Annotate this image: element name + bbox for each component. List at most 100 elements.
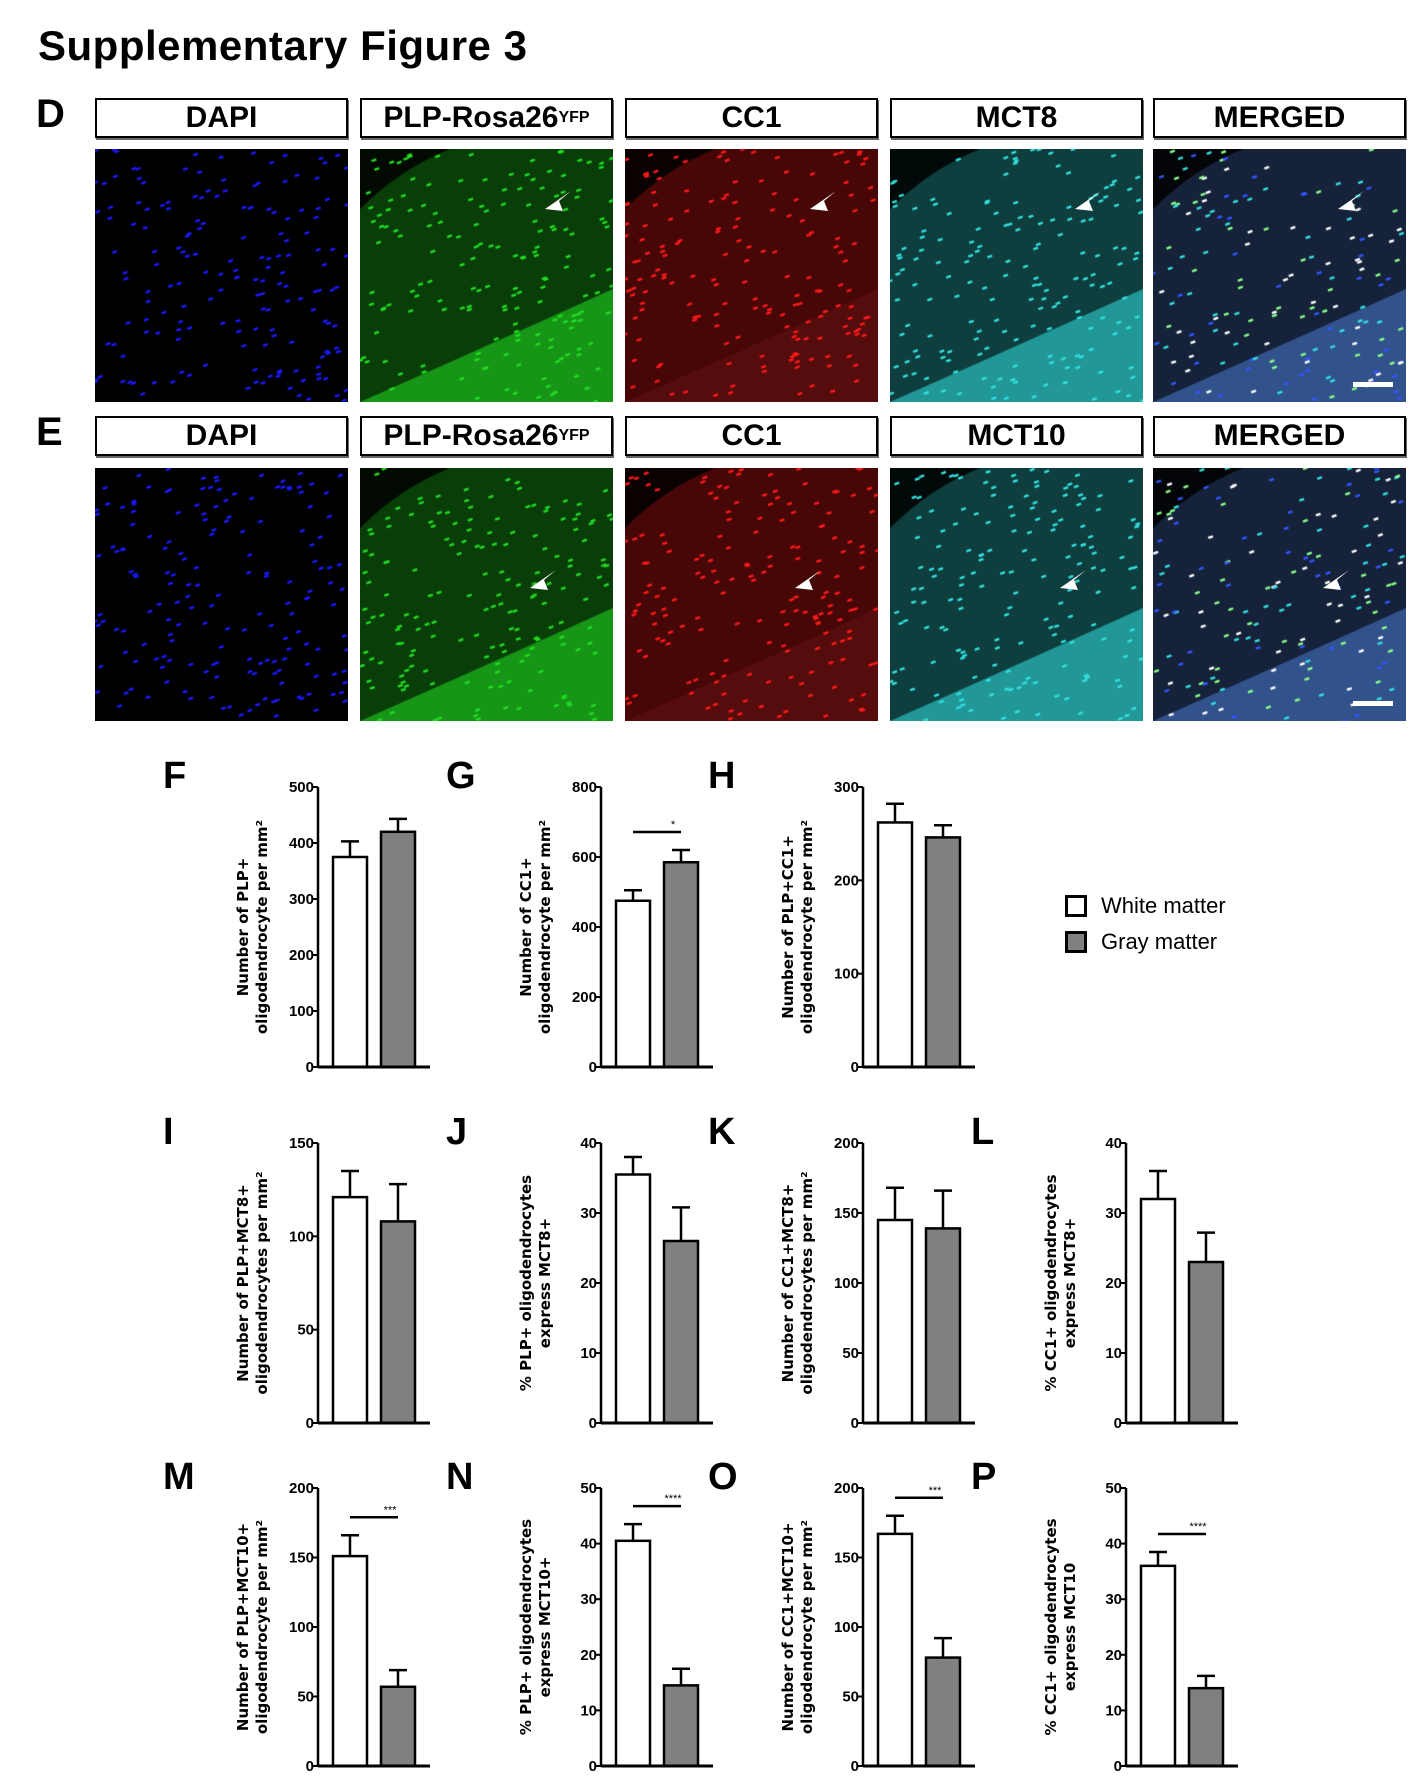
channel-header-label: MCT10	[967, 419, 1066, 452]
y-tick-label: 0	[851, 1059, 859, 1076]
channel-header: MERGED	[1153, 416, 1406, 456]
bar-chart-P: 0 10 20 30 40 50 % CC1+ oligodendrocytes expres…	[1042, 1480, 1238, 1775]
y-tick-label: 150	[289, 1135, 314, 1152]
y-tick-label: 30	[1105, 1591, 1122, 1608]
y-axis-label: express MCT10	[1061, 1563, 1079, 1691]
channel-header-label: DAPI	[185, 419, 258, 452]
y-axis-label: Number of CC1+	[517, 857, 535, 996]
significance-marker: *	[671, 819, 676, 831]
y-tick-label: 10	[1105, 1702, 1122, 1719]
panel-label: K	[708, 1111, 736, 1153]
legend: White matter Gray matter	[1065, 888, 1226, 960]
bar-chart-N: 0 10 20 30 40 50 % PLP+ oligodendrocytes expres…	[517, 1480, 713, 1775]
y-tick-label: 600	[572, 849, 597, 866]
y-axis-label: Number of CC1+MCT8+	[779, 1184, 797, 1383]
y-tick-label: 0	[589, 1059, 597, 1076]
y-tick-label: 200	[834, 872, 859, 889]
y-tick-label: 150	[289, 1550, 314, 1567]
y-axis-label: Number of PLP+	[234, 858, 252, 997]
legend-label: Gray matter	[1101, 929, 1218, 954]
y-tick-label: 40	[580, 1536, 597, 1553]
y-tick-label: 50	[297, 1322, 314, 1339]
y-tick-label: 20	[580, 1275, 597, 1292]
scale-bar	[1353, 701, 1393, 706]
y-tick-label: 500	[289, 779, 314, 796]
bar-gray-matter	[379, 1220, 417, 1425]
y-tick-label: 20	[580, 1647, 597, 1664]
legend-swatch	[1065, 931, 1087, 953]
bar-white-matter	[1139, 1197, 1177, 1425]
legend-label: White matter	[1101, 893, 1226, 918]
arrowhead-icon	[1060, 570, 1086, 590]
channel-header-label: PLP-Rosa26	[383, 419, 559, 452]
y-tick-label: 200	[289, 947, 314, 964]
micrograph	[95, 468, 348, 721]
y-axis-label: Number of PLP+MCT8+	[234, 1184, 252, 1382]
panel-label: G	[446, 755, 476, 797]
y-tick-label: 10	[580, 1702, 597, 1719]
micrograph	[625, 468, 878, 721]
channel-header-label: MCT8	[975, 101, 1058, 134]
bar-chart-H: 0 100 200 300 Number of PLP+CC1+ oligodendroc…	[779, 779, 975, 1076]
y-axis-label: Number of CC1+MCT10+	[779, 1522, 797, 1731]
panel-label: L	[971, 1111, 995, 1153]
y-tick-label: 30	[580, 1591, 597, 1608]
bar-white-matter	[331, 1195, 369, 1425]
bar-chart-I: 0 50 100 150 Number of PLP+MCT8+ oligodendroc…	[234, 1135, 430, 1432]
arrowhead-icon	[1338, 191, 1364, 211]
panel-label: D	[36, 92, 65, 136]
channel-header: DAPI	[95, 416, 348, 456]
micrograph	[1153, 468, 1406, 721]
y-tick-label: 200	[834, 1135, 859, 1152]
y-tick-label: 100	[834, 1275, 859, 1292]
channel-header: PLP-Rosa26 YFP	[360, 416, 613, 456]
channel-header: CC1	[625, 98, 878, 138]
y-tick-label: 0	[306, 1059, 314, 1076]
channel-header: PLP-Rosa26 YFP	[360, 98, 613, 138]
y-tick-label: 200	[572, 989, 597, 1006]
y-axis-label: Number of PLP+CC1+	[779, 835, 797, 1019]
bar-white-matter	[1139, 1564, 1177, 1768]
y-tick-label: 200	[289, 1480, 314, 1497]
y-tick-label: 800	[572, 779, 597, 796]
superscript: YFP	[558, 109, 590, 126]
channel-header-label: CC1	[721, 419, 782, 452]
bar-chart-M: 0 50 100 150 200 Number of PLP+MCT10+ oligoden…	[234, 1480, 430, 1775]
micrograph	[890, 468, 1143, 721]
bar-white-matter	[614, 899, 652, 1069]
panel-label: E	[36, 410, 63, 454]
y-tick-label: 40	[1105, 1536, 1122, 1553]
bar-chart-L: 0 10 20 30 40 % CC1+ oligodendrocytes express …	[1042, 1135, 1238, 1432]
y-tick-label: 30	[1105, 1205, 1122, 1222]
bar-gray-matter	[1187, 1260, 1225, 1425]
arrowhead-icon	[810, 191, 836, 211]
panel-label: H	[708, 755, 736, 797]
y-tick-label: 50	[842, 1689, 859, 1706]
y-tick-label: 20	[1105, 1647, 1122, 1664]
bar-white-matter	[614, 1173, 652, 1425]
bar-chart-F: 0 100 200 300 400 500 Number of PLP+ oligodendr…	[234, 779, 430, 1076]
y-axis-label: oligodendrocyte per mm²	[798, 820, 816, 1034]
micrograph	[360, 468, 613, 721]
bar-gray-matter	[924, 1227, 962, 1425]
panel-label: M	[163, 1456, 195, 1498]
y-tick-label: 50	[580, 1480, 597, 1497]
y-axis-label: express MCT10+	[536, 1557, 554, 1698]
y-tick-label: 50	[842, 1345, 859, 1362]
channel-header: CC1	[625, 416, 878, 456]
channel-header-label: CC1	[721, 101, 782, 134]
channel-header: MERGED	[1153, 98, 1406, 138]
y-tick-label: 40	[580, 1135, 597, 1152]
y-tick-label: 200	[834, 1480, 859, 1497]
y-axis-label: oligodendrocyte per mm²	[253, 820, 271, 1034]
bar-gray-matter	[379, 1685, 417, 1768]
y-tick-label: 0	[1114, 1758, 1122, 1775]
y-tick-label: 10	[1105, 1345, 1122, 1362]
channel-header: DAPI	[95, 98, 348, 138]
bar-gray-matter	[662, 861, 700, 1069]
bar-white-matter	[331, 855, 369, 1069]
arrowhead-icon	[530, 570, 556, 590]
y-tick-label: 100	[289, 1619, 314, 1636]
y-tick-label: 0	[851, 1415, 859, 1432]
y-axis-label: % PLP+ oligodendrocytes	[517, 1519, 535, 1735]
